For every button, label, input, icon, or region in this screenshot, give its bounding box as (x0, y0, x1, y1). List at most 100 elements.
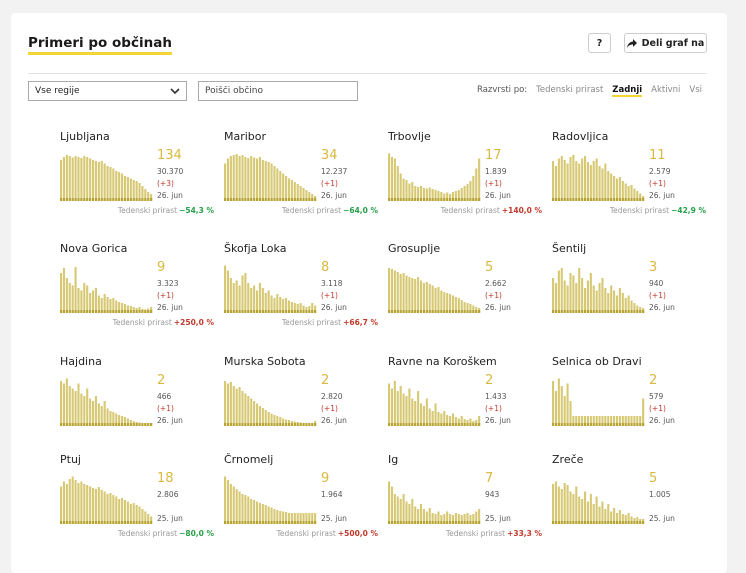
municipality-card[interactable]: Selnica ob Dravi 2 579 (+1) 26. jun (552, 355, 712, 455)
municipality-card[interactable]: Šentilj 3 940 (+1) 26. jun (552, 242, 712, 342)
share-button[interactable]: Deli graf na (624, 33, 707, 53)
chart-bar-active (282, 198, 285, 201)
chart-bar-active (147, 198, 150, 201)
municipality-card[interactable]: Ig 7 943 25. jun Tedenski prirast +33,3 % (388, 453, 548, 553)
municipality-card[interactable]: Trbovlje 17 1.839 (+1) 26. jun Tedenski prira… (388, 130, 548, 230)
chart-bar-active (226, 521, 230, 524)
municipality-card[interactable]: Maribor 34 12.237 (+1) 26. jun Tedenski prira… (224, 130, 384, 230)
region-select[interactable]: Vse regije (28, 81, 187, 101)
chart-bar (279, 417, 282, 426)
chart-bar-active (250, 423, 253, 426)
chart-bar-active (74, 310, 77, 313)
latest-cases: 5 (485, 260, 494, 275)
chart-bar (414, 279, 417, 313)
chart-bar (229, 156, 232, 201)
chart-bar-active (77, 521, 80, 524)
chart-bar-active (267, 423, 270, 426)
chart-bar-active (250, 198, 253, 201)
chart-bar-active (109, 198, 112, 201)
chart-bar-active (255, 198, 259, 201)
chart-bar (255, 290, 259, 313)
chart-bar (578, 496, 581, 524)
chart-bar (411, 499, 414, 524)
municipality-card[interactable]: Ravne na Koroškem 2 1.433 (+1) 26. jun (388, 355, 548, 455)
chart-bar (273, 166, 276, 201)
chart-bar (390, 388, 394, 426)
chart-bar (74, 391, 77, 426)
chart-bar (264, 505, 267, 524)
chart-bar-active (282, 423, 285, 426)
sort-option-weekly-growth[interactable]: Tedenski prirast (536, 85, 604, 95)
municipality-card[interactable]: Nova Gorica 9 3.323 (+1) 26. jun Tedenski pri… (60, 242, 220, 342)
chart-bar-active (589, 423, 592, 426)
chart-bar-active (285, 198, 288, 201)
chart-bar (478, 158, 481, 201)
municipality-card[interactable]: Zreče 5 1.005 25. jun (552, 453, 712, 553)
chart-bar-active (235, 198, 238, 201)
municipality-card[interactable]: Hajdina 2 466 (+1) 26. jun (60, 355, 220, 455)
municipality-card[interactable]: Črnomelj 9 1.964 25. jun Tedenski prirast +50… (224, 453, 384, 553)
weekly-growth-label: Tedenski prirast (117, 529, 178, 538)
last-date: 26. jun (485, 303, 511, 312)
total-cases: 1.839 (485, 167, 507, 176)
chart-bar (621, 293, 624, 313)
chart-bar (293, 182, 296, 201)
chart-bar-active (390, 521, 394, 524)
help-button[interactable]: ? (588, 33, 611, 53)
chart-bar (276, 416, 279, 426)
chart-bar (443, 193, 446, 201)
chart-bar-active (414, 423, 417, 426)
chart-bar (440, 192, 443, 201)
search-input[interactable] (198, 81, 358, 101)
municipality-card[interactable]: Ptuj 18 2.806 25. jun Tedenski prirast −80,0 … (60, 453, 220, 553)
chart-bar-active (261, 423, 264, 426)
chart-bar-active (299, 310, 302, 313)
municipality-card[interactable]: Grosuplje 5 2.662 (+1) 26. jun (388, 242, 548, 342)
chart-bar-active (405, 423, 408, 426)
municipality-card[interactable]: Ljubljana 134 30.370 (+3) 26. jun Tedenski pr… (60, 130, 220, 230)
municipality-card[interactable]: Škofja Loka 8 3.118 (+1) 26. jun Tedenski pri… (224, 242, 384, 342)
chart-bar-active (264, 423, 267, 426)
chart-bar-active (621, 423, 624, 426)
chart-bar-active (396, 310, 399, 313)
latest-cases: 9 (321, 471, 330, 486)
sort-option-latest[interactable]: Zadnji (612, 85, 643, 97)
chart-bar (454, 417, 457, 426)
chart-bar-active (141, 198, 144, 201)
chart-bar (267, 506, 270, 524)
chart-bar-active (569, 310, 572, 313)
municipality-card[interactable]: Radovljica 11 2.579 (+1) 26. jun Tedenski pri… (552, 130, 712, 230)
chart-bar-active (118, 310, 121, 313)
chart-bar (393, 270, 396, 313)
chart-bar-active (402, 521, 405, 524)
chart-bar-active (299, 521, 302, 524)
chart-bar (440, 290, 443, 313)
chart-bar (290, 180, 293, 201)
chart-bar (417, 187, 420, 201)
municipality-card[interactable]: Murska Sobota 2 2.820 (+1) 26. jun (224, 355, 384, 455)
chart-bar-active (417, 521, 420, 524)
chart-bar (264, 410, 267, 426)
chart-bar-active (86, 310, 89, 313)
chart-bar (454, 297, 457, 313)
last-date: 26. jun (321, 191, 347, 200)
chart-bar-active (293, 310, 296, 313)
chart-bar (270, 163, 273, 201)
chart-bar (250, 288, 253, 313)
chart-bar-active (572, 521, 575, 524)
chart-bar-active (630, 198, 633, 201)
chart-bar-active (592, 310, 595, 313)
sort-option-all[interactable]: Vsi (689, 85, 702, 95)
chart-bar-active (399, 310, 402, 313)
chart-bar-active (126, 423, 129, 426)
chart-bar-active (308, 521, 311, 524)
chart-bar (253, 500, 256, 524)
sort-option-active[interactable]: Aktivni (651, 85, 681, 95)
weekly-growth-label: Tedenski prirast (112, 318, 172, 327)
chart-bar-active (552, 310, 555, 313)
chart-bar (118, 302, 121, 313)
chart-bar (308, 513, 311, 524)
chart-bar (627, 416, 630, 426)
chart-bar (94, 489, 97, 524)
chart-bar (232, 486, 235, 524)
